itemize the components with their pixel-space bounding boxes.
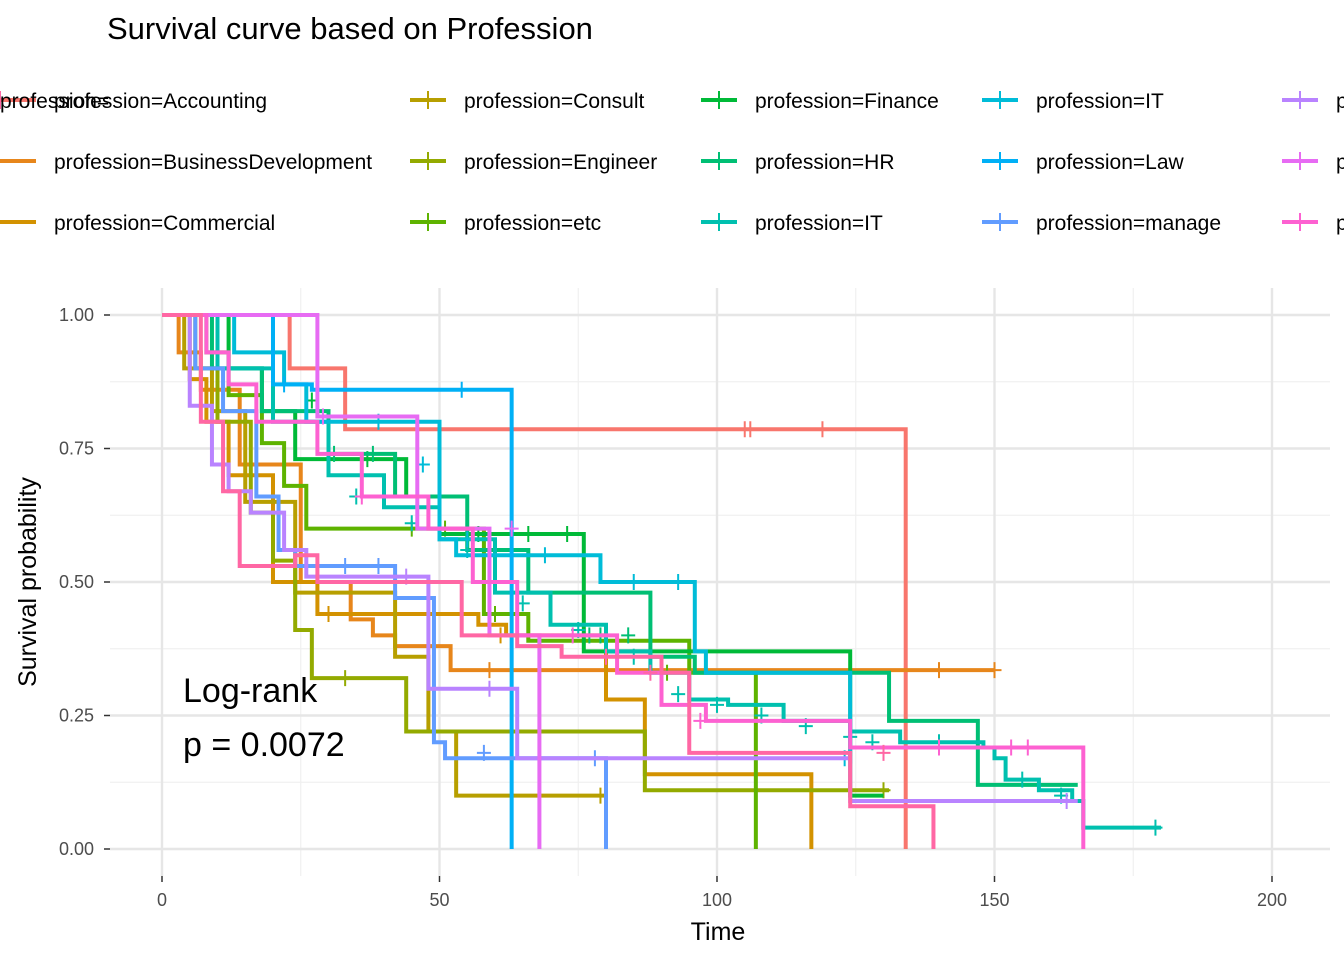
legend-label: profession=Accounting bbox=[54, 90, 267, 113]
survival-curve bbox=[162, 313, 814, 849]
censor-mark bbox=[693, 712, 708, 729]
censor-mark bbox=[476, 744, 491, 761]
legend: profession=Accounting profession=Business… bbox=[0, 90, 1344, 235]
legend-item: profession=etc bbox=[410, 212, 601, 235]
censor-mark bbox=[537, 547, 552, 564]
censor-mark bbox=[365, 445, 380, 462]
legend-label: profession=Marketing bbox=[1336, 90, 1344, 113]
legend-label: profession=IT bbox=[1036, 90, 1164, 113]
censor-mark bbox=[626, 574, 641, 590]
censor-mark bbox=[1148, 819, 1163, 836]
legend-label: profession=Commercial bbox=[54, 212, 275, 235]
y-tick-label: 0.50 bbox=[59, 572, 94, 592]
survival-curve bbox=[162, 313, 936, 849]
censor-mark bbox=[277, 376, 292, 393]
legend-label: profession=manage bbox=[1036, 212, 1221, 235]
censor-mark bbox=[932, 662, 946, 679]
legend-label: profession= bbox=[1336, 151, 1344, 174]
legend-item: profession=Law bbox=[982, 151, 1185, 174]
censor-mark bbox=[1015, 771, 1030, 788]
legend-item: profession=Finance bbox=[701, 90, 939, 113]
censor-mark bbox=[621, 627, 636, 644]
censor-mark bbox=[710, 696, 724, 713]
legend-item: profession= bbox=[1282, 212, 1344, 235]
legend-label: profession=etc bbox=[464, 212, 601, 235]
y-tick-label: 0.75 bbox=[59, 439, 94, 459]
x-tick-label: 200 bbox=[1257, 890, 1287, 910]
censor-mark bbox=[504, 520, 519, 537]
censor-mark bbox=[1059, 792, 1074, 809]
censor-mark bbox=[482, 662, 497, 679]
censor-mark bbox=[482, 680, 497, 697]
series-12 bbox=[162, 313, 1078, 809]
censor-mark bbox=[932, 739, 946, 756]
x-axis-title: Time bbox=[691, 918, 746, 946]
censor-mark bbox=[1020, 739, 1035, 756]
survival-curve bbox=[162, 313, 1086, 849]
legend-item: profession=BusinessDevelopment bbox=[0, 151, 372, 174]
legend-label: profession=BusinessDevelopment bbox=[54, 151, 372, 174]
legend-label: profession= bbox=[0, 90, 109, 113]
censor-mark bbox=[560, 525, 575, 542]
legend-label: profession= bbox=[1336, 212, 1344, 235]
censor-mark bbox=[321, 606, 336, 623]
legend-label: profession=HR bbox=[755, 151, 894, 174]
censor-mark bbox=[987, 662, 1002, 679]
censor-mark bbox=[815, 421, 830, 438]
censor-mark bbox=[354, 488, 369, 505]
survival-curve bbox=[162, 313, 1161, 830]
censor-mark bbox=[338, 557, 353, 574]
x-tick-label: 50 bbox=[429, 890, 449, 910]
legend-label: profession=IT bbox=[755, 212, 883, 235]
legend-item: profession=HR bbox=[701, 151, 894, 174]
y-tick-label: 1.00 bbox=[59, 305, 94, 325]
legend-item: profession= bbox=[1282, 151, 1344, 174]
annotation-logrank: Log-rank bbox=[183, 672, 318, 710]
legend-item: profession=Marketing bbox=[1282, 90, 1344, 113]
series-15 bbox=[162, 313, 936, 849]
legend-item: profession=IT bbox=[701, 212, 883, 235]
legend-item: profession=manage bbox=[982, 212, 1221, 235]
censor-mark bbox=[876, 744, 891, 761]
censor-mark bbox=[599, 648, 613, 665]
legend-label: profession=Finance bbox=[755, 90, 939, 113]
y-tick-label: 0.00 bbox=[59, 839, 94, 859]
censor-mark bbox=[1004, 739, 1019, 756]
survival-curve bbox=[162, 313, 853, 764]
legend-item: profession=IT bbox=[982, 90, 1164, 113]
legend-label: profession=Law bbox=[1036, 151, 1185, 174]
y-axis-title: Survival probability bbox=[14, 477, 42, 687]
annotation-pvalue: p = 0.0072 bbox=[183, 726, 345, 764]
survival-curve bbox=[162, 313, 608, 849]
legend-label: profession=Engineer bbox=[464, 151, 657, 174]
series-14 bbox=[162, 313, 1086, 849]
x-tick-label: 100 bbox=[702, 890, 732, 910]
censor-mark bbox=[338, 670, 353, 687]
survival-curve bbox=[162, 313, 1078, 803]
y-tick-label: 0.25 bbox=[59, 706, 94, 726]
x-tick-label: 150 bbox=[979, 890, 1009, 910]
censor-mark bbox=[743, 421, 758, 438]
censor-mark bbox=[565, 627, 580, 644]
chart-title: Survival curve based on Profession bbox=[107, 11, 593, 46]
legend-item: profession=Commercial bbox=[0, 212, 275, 235]
legend-label: profession=Consult bbox=[464, 90, 645, 113]
censor-mark bbox=[521, 525, 536, 542]
censor-mark bbox=[454, 381, 469, 398]
censor-mark bbox=[315, 408, 330, 425]
axes: 0 50 100 150 200 0.00 0.25 0.50 0.75 1.00 bbox=[59, 305, 1287, 910]
x-tick-label: 0 bbox=[157, 890, 167, 910]
censor-mark bbox=[671, 686, 686, 703]
legend-item: profession=Engineer bbox=[410, 151, 657, 174]
legend-item: profession= bbox=[0, 90, 109, 113]
legend-item: profession=Accounting bbox=[0, 90, 267, 113]
censor-mark bbox=[371, 557, 386, 574]
censor-mark bbox=[671, 574, 686, 590]
survival-curves bbox=[162, 313, 1163, 849]
legend-item: profession=Consult bbox=[410, 90, 645, 113]
censor-mark bbox=[643, 664, 658, 681]
